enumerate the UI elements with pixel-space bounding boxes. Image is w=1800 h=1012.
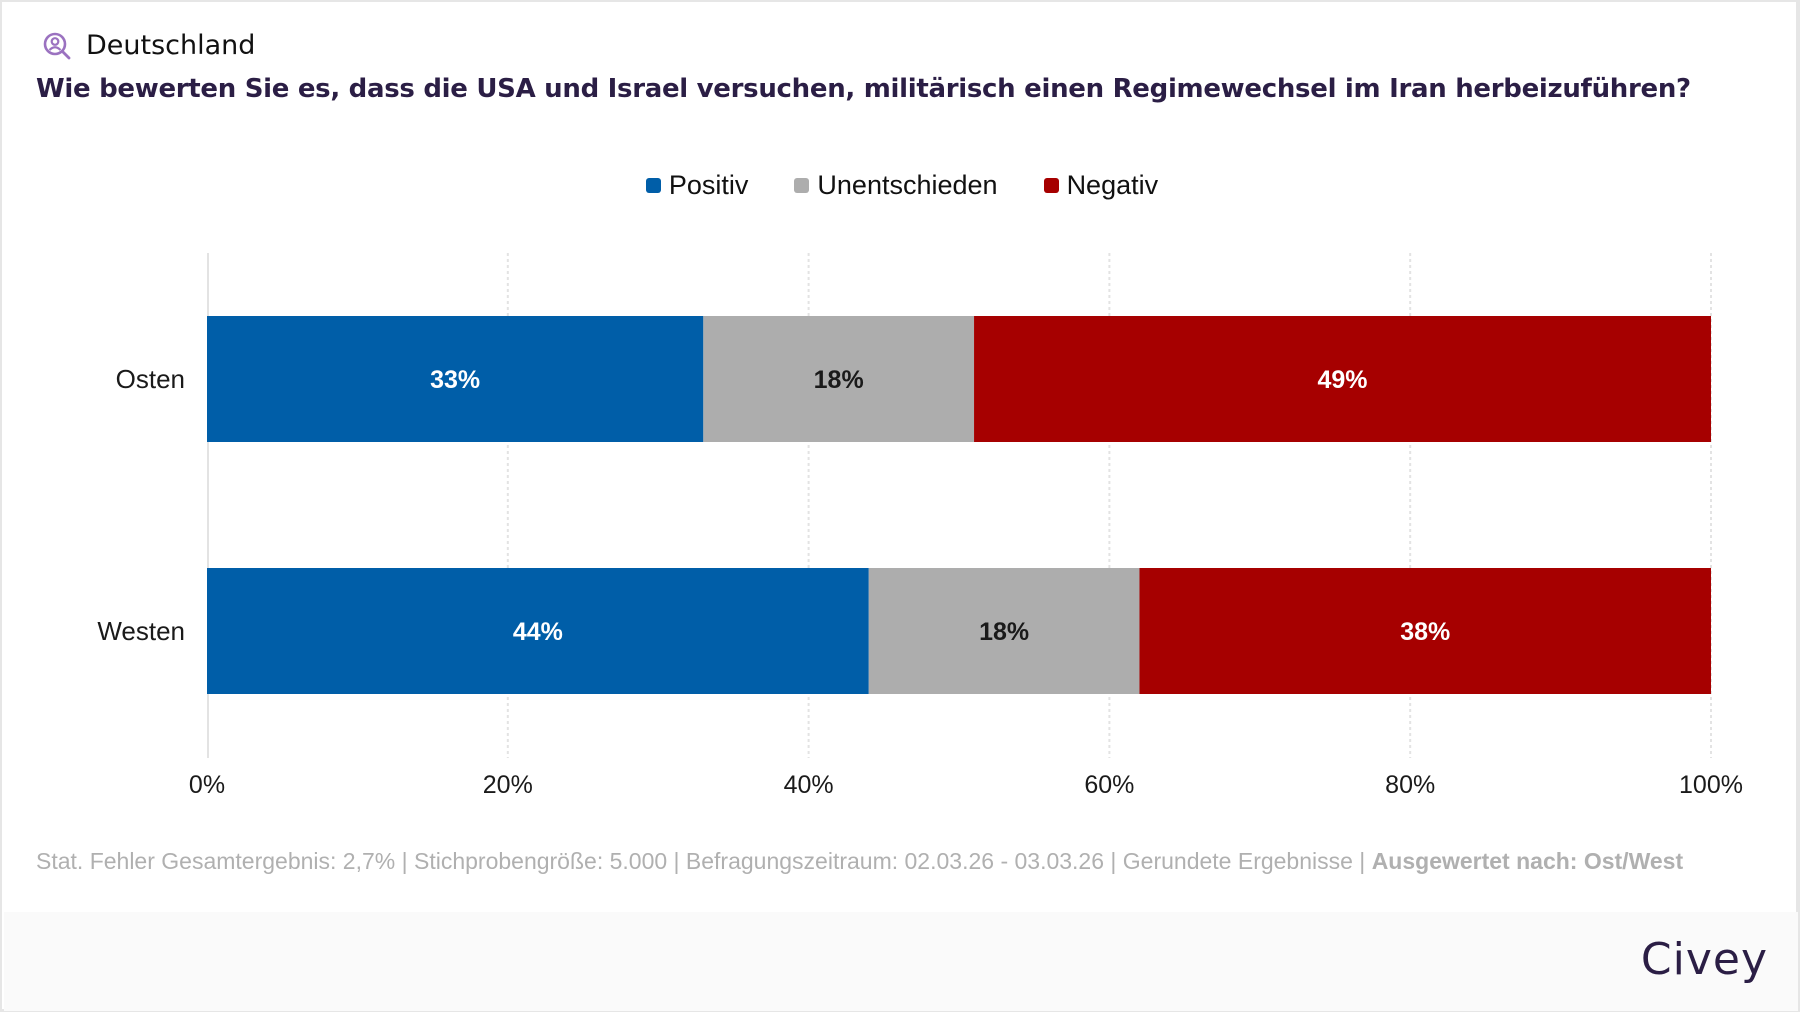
category-label: Osten bbox=[116, 364, 185, 394]
bar-segment-positiv bbox=[207, 316, 704, 442]
data-label: 44% bbox=[513, 618, 563, 646]
x-tick-label: 80% bbox=[1385, 771, 1435, 799]
category-label: Westen bbox=[97, 616, 185, 646]
user-search-icon bbox=[43, 32, 71, 59]
question-title: Wie bewerten Sie es, dass die USA und Is… bbox=[36, 74, 1691, 104]
x-tick-label: 100% bbox=[1679, 771, 1743, 799]
legend-label: Positiv bbox=[668, 170, 749, 200]
legend-swatch bbox=[645, 178, 661, 193]
data-label: 49% bbox=[1317, 366, 1367, 394]
data-label: 18% bbox=[814, 366, 864, 394]
data-label: 38% bbox=[1400, 618, 1450, 646]
x-tick-label: 0% bbox=[189, 771, 225, 799]
bar-segment-negativ bbox=[1139, 568, 1711, 694]
bar-segment-negativ bbox=[974, 316, 1711, 442]
legend-label: Negativ bbox=[1066, 170, 1159, 200]
bar-segment-unentschieden bbox=[703, 316, 975, 442]
header: Deutschland bbox=[42, 30, 255, 61]
civey-logo: Civey bbox=[1640, 934, 1768, 985]
legend: Positiv Unentschieden Negativ bbox=[2, 170, 1800, 201]
footnote-grouping: Ausgewertet nach: Ost/West bbox=[1371, 848, 1684, 874]
footnote-text: Stat. Fehler Gesamtergebnis: 2,7% | Stic… bbox=[36, 848, 1372, 874]
data-label: 33% bbox=[430, 366, 480, 394]
data-label: 18% bbox=[979, 618, 1029, 646]
x-tick-label: 40% bbox=[784, 771, 834, 799]
legend-item-positiv[interactable]: Positiv bbox=[645, 170, 749, 201]
legend-item-unentschieden[interactable]: Unentschieden bbox=[794, 170, 998, 201]
legend-item-negativ[interactable]: Negativ bbox=[1043, 170, 1159, 201]
legend-swatch bbox=[1043, 178, 1059, 193]
bar-segment-positiv bbox=[207, 568, 869, 694]
footer-band: Civey bbox=[4, 912, 1798, 1011]
legend-label: Unentschieden bbox=[817, 170, 998, 200]
legend-swatch bbox=[794, 178, 810, 193]
x-tick-label: 20% bbox=[483, 771, 533, 799]
footnote: Stat. Fehler Gesamtergebnis: 2,7% | Stic… bbox=[36, 848, 1683, 875]
stacked-bar-chart: 0% 20% 40% 60% 80% 100% Osten 33% 18% 49% Westen 44… bbox=[97, 253, 1743, 799]
region-label: Deutschland bbox=[86, 30, 256, 61]
bar-segment-unentschieden bbox=[868, 568, 1140, 694]
x-tick-label: 60% bbox=[1084, 771, 1134, 799]
